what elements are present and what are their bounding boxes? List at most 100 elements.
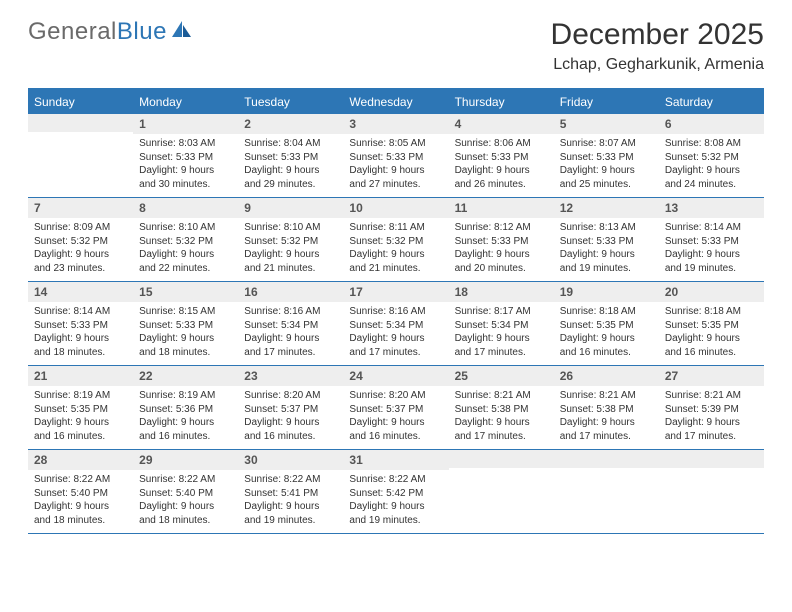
- logo-text: GeneralBlue: [28, 18, 167, 46]
- day-number: 12: [554, 198, 659, 218]
- day-body: Sunrise: 8:10 AMSunset: 5:32 PMDaylight:…: [133, 218, 238, 281]
- day-body: Sunrise: 8:19 AMSunset: 5:35 PMDaylight:…: [28, 386, 133, 449]
- day-cell: [554, 450, 659, 533]
- week-row: 14Sunrise: 8:14 AMSunset: 5:33 PMDayligh…: [28, 282, 764, 366]
- day-cell: 9Sunrise: 8:10 AMSunset: 5:32 PMDaylight…: [238, 198, 343, 281]
- day-number: 8: [133, 198, 238, 218]
- day-number: 1: [133, 114, 238, 134]
- day-cell: 4Sunrise: 8:06 AMSunset: 5:33 PMDaylight…: [449, 114, 554, 197]
- day-cell: 26Sunrise: 8:21 AMSunset: 5:38 PMDayligh…: [554, 366, 659, 449]
- day-cell: 1Sunrise: 8:03 AMSunset: 5:33 PMDaylight…: [133, 114, 238, 197]
- day-number: 30: [238, 450, 343, 470]
- day-body: Sunrise: 8:14 AMSunset: 5:33 PMDaylight:…: [659, 218, 764, 281]
- day-number: 9: [238, 198, 343, 218]
- week-row: 7Sunrise: 8:09 AMSunset: 5:32 PMDaylight…: [28, 198, 764, 282]
- day-body: Sunrise: 8:16 AMSunset: 5:34 PMDaylight:…: [238, 302, 343, 365]
- day-header: Saturday: [659, 90, 764, 114]
- location-label: Lchap, Gegharkunik, Armenia: [551, 56, 764, 74]
- day-body: Sunrise: 8:21 AMSunset: 5:38 PMDaylight:…: [449, 386, 554, 449]
- day-header-row: SundayMondayTuesdayWednesdayThursdayFrid…: [28, 90, 764, 114]
- day-cell: 2Sunrise: 8:04 AMSunset: 5:33 PMDaylight…: [238, 114, 343, 197]
- day-body: Sunrise: 8:21 AMSunset: 5:39 PMDaylight:…: [659, 386, 764, 449]
- day-body: Sunrise: 8:22 AMSunset: 5:41 PMDaylight:…: [238, 470, 343, 533]
- day-body: Sunrise: 8:16 AMSunset: 5:34 PMDaylight:…: [343, 302, 448, 365]
- day-cell: 24Sunrise: 8:20 AMSunset: 5:37 PMDayligh…: [343, 366, 448, 449]
- day-body: Sunrise: 8:11 AMSunset: 5:32 PMDaylight:…: [343, 218, 448, 281]
- day-body: Sunrise: 8:03 AMSunset: 5:33 PMDaylight:…: [133, 134, 238, 197]
- day-number: 7: [28, 198, 133, 218]
- day-cell: 5Sunrise: 8:07 AMSunset: 5:33 PMDaylight…: [554, 114, 659, 197]
- day-cell: 21Sunrise: 8:19 AMSunset: 5:35 PMDayligh…: [28, 366, 133, 449]
- day-body: [554, 468, 659, 477]
- day-number: 24: [343, 366, 448, 386]
- day-cell: 22Sunrise: 8:19 AMSunset: 5:36 PMDayligh…: [133, 366, 238, 449]
- week-row: 28Sunrise: 8:22 AMSunset: 5:40 PMDayligh…: [28, 450, 764, 534]
- day-body: Sunrise: 8:17 AMSunset: 5:34 PMDaylight:…: [449, 302, 554, 365]
- day-number: 29: [133, 450, 238, 470]
- day-number: 5: [554, 114, 659, 134]
- day-cell: 13Sunrise: 8:14 AMSunset: 5:33 PMDayligh…: [659, 198, 764, 281]
- day-body: Sunrise: 8:04 AMSunset: 5:33 PMDaylight:…: [238, 134, 343, 197]
- day-body: Sunrise: 8:10 AMSunset: 5:32 PMDaylight:…: [238, 218, 343, 281]
- day-cell: 16Sunrise: 8:16 AMSunset: 5:34 PMDayligh…: [238, 282, 343, 365]
- calendar: SundayMondayTuesdayWednesdayThursdayFrid…: [28, 88, 764, 534]
- week-row: 1Sunrise: 8:03 AMSunset: 5:33 PMDaylight…: [28, 114, 764, 198]
- logo-text-blue: Blue: [117, 18, 167, 45]
- day-number: 26: [554, 366, 659, 386]
- day-header: Sunday: [28, 90, 133, 114]
- sail-icon: [171, 20, 193, 45]
- day-body: Sunrise: 8:09 AMSunset: 5:32 PMDaylight:…: [28, 218, 133, 281]
- day-number: [449, 450, 554, 468]
- day-number: 22: [133, 366, 238, 386]
- day-cell: 17Sunrise: 8:16 AMSunset: 5:34 PMDayligh…: [343, 282, 448, 365]
- day-number: 21: [28, 366, 133, 386]
- day-number: 20: [659, 282, 764, 302]
- title-block: December 2025 Lchap, Gegharkunik, Armeni…: [551, 18, 764, 74]
- day-cell: [28, 114, 133, 197]
- day-body: Sunrise: 8:19 AMSunset: 5:36 PMDaylight:…: [133, 386, 238, 449]
- day-number: 25: [449, 366, 554, 386]
- day-number: 23: [238, 366, 343, 386]
- day-body: Sunrise: 8:12 AMSunset: 5:33 PMDaylight:…: [449, 218, 554, 281]
- day-cell: 28Sunrise: 8:22 AMSunset: 5:40 PMDayligh…: [28, 450, 133, 533]
- day-body: [659, 468, 764, 477]
- day-body: Sunrise: 8:22 AMSunset: 5:42 PMDaylight:…: [343, 470, 448, 533]
- day-cell: 31Sunrise: 8:22 AMSunset: 5:42 PMDayligh…: [343, 450, 448, 533]
- day-number: 17: [343, 282, 448, 302]
- day-cell: 14Sunrise: 8:14 AMSunset: 5:33 PMDayligh…: [28, 282, 133, 365]
- day-cell: 19Sunrise: 8:18 AMSunset: 5:35 PMDayligh…: [554, 282, 659, 365]
- day-number: 6: [659, 114, 764, 134]
- day-body: Sunrise: 8:20 AMSunset: 5:37 PMDaylight:…: [343, 386, 448, 449]
- day-body: Sunrise: 8:22 AMSunset: 5:40 PMDaylight:…: [28, 470, 133, 533]
- day-header: Wednesday: [343, 90, 448, 114]
- day-cell: 27Sunrise: 8:21 AMSunset: 5:39 PMDayligh…: [659, 366, 764, 449]
- day-header: Tuesday: [238, 90, 343, 114]
- day-cell: [659, 450, 764, 533]
- day-body: [449, 468, 554, 477]
- day-number: 28: [28, 450, 133, 470]
- day-number: 2: [238, 114, 343, 134]
- day-number: 11: [449, 198, 554, 218]
- day-cell: 15Sunrise: 8:15 AMSunset: 5:33 PMDayligh…: [133, 282, 238, 365]
- day-body: Sunrise: 8:05 AMSunset: 5:33 PMDaylight:…: [343, 134, 448, 197]
- day-body: Sunrise: 8:06 AMSunset: 5:33 PMDaylight:…: [449, 134, 554, 197]
- day-cell: 7Sunrise: 8:09 AMSunset: 5:32 PMDaylight…: [28, 198, 133, 281]
- day-body: Sunrise: 8:07 AMSunset: 5:33 PMDaylight:…: [554, 134, 659, 197]
- day-number: 14: [28, 282, 133, 302]
- day-body: Sunrise: 8:22 AMSunset: 5:40 PMDaylight:…: [133, 470, 238, 533]
- day-cell: [449, 450, 554, 533]
- day-body: [28, 132, 133, 141]
- day-body: Sunrise: 8:18 AMSunset: 5:35 PMDaylight:…: [554, 302, 659, 365]
- day-number: 4: [449, 114, 554, 134]
- day-cell: 25Sunrise: 8:21 AMSunset: 5:38 PMDayligh…: [449, 366, 554, 449]
- month-title: December 2025: [551, 18, 764, 52]
- day-cell: 12Sunrise: 8:13 AMSunset: 5:33 PMDayligh…: [554, 198, 659, 281]
- day-cell: 3Sunrise: 8:05 AMSunset: 5:33 PMDaylight…: [343, 114, 448, 197]
- day-number: [659, 450, 764, 468]
- day-number: [28, 114, 133, 132]
- day-cell: 6Sunrise: 8:08 AMSunset: 5:32 PMDaylight…: [659, 114, 764, 197]
- day-body: Sunrise: 8:14 AMSunset: 5:33 PMDaylight:…: [28, 302, 133, 365]
- day-cell: 18Sunrise: 8:17 AMSunset: 5:34 PMDayligh…: [449, 282, 554, 365]
- day-number: 10: [343, 198, 448, 218]
- day-number: [554, 450, 659, 468]
